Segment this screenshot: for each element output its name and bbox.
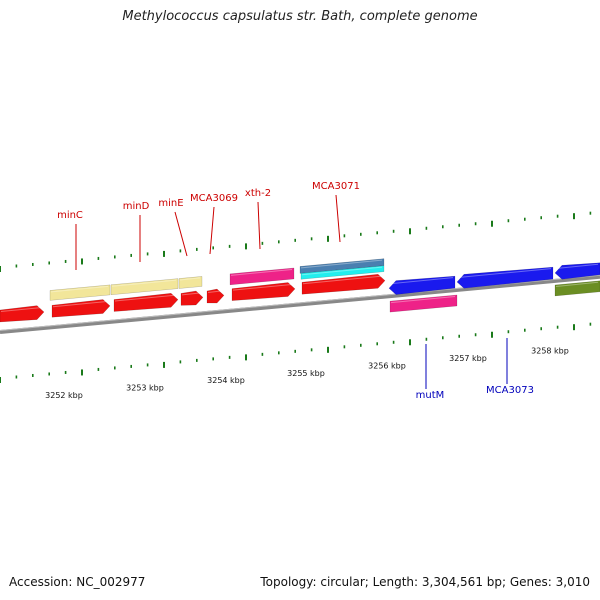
gene-label-mutm: mutM	[416, 390, 445, 401]
cds-reverse-next-shine	[555, 263, 599, 269]
gene-label-minD: minD	[123, 201, 150, 212]
map-title: Methylococcus capsulatus str. Bath, comp…	[122, 9, 478, 24]
scale-label: 3252 kbp	[45, 391, 83, 400]
cds-forward-mind	[113, 293, 179, 312]
feature-olive	[554, 280, 600, 297]
cds-forward-0	[0, 305, 45, 323]
accession-text: Accession: NC_002977	[9, 575, 146, 589]
gene-bar-mind-shine	[111, 279, 177, 287]
cds-reverse-mutm	[388, 275, 456, 295]
cds-forward-xth2-shine	[232, 283, 294, 291]
feature-olive-shine	[555, 281, 599, 287]
cds-forward-0-shine	[0, 306, 43, 312]
feature-cyan-mca3071-shine	[301, 266, 383, 276]
leader-mca3071	[335, 194, 341, 243]
cds-forward-xth2	[231, 282, 296, 301]
scale-label: 3258 kbp	[531, 346, 569, 355]
cds-forward-minc-shine	[52, 300, 109, 308]
feature-pink-mutm	[389, 294, 458, 313]
cds-reverse-mutm-shine	[389, 277, 454, 285]
labels: minC minD minE MCA3069 xth-2 MCA3071 mutM MCA30…	[45, 181, 569, 401]
gene-label-mca3069: MCA3069	[190, 193, 238, 204]
feature-pink-xth2-shine	[230, 268, 293, 276]
backbone-line	[0, 274, 600, 334]
scale-label: 3253 kbp	[126, 384, 164, 393]
gene-bar-minc-shine	[50, 285, 109, 293]
cds-forward-mca3071	[301, 273, 386, 295]
gene-label-xth2: xth-2	[245, 188, 271, 199]
leader-minE	[174, 211, 188, 257]
gene-bar-minc	[49, 284, 111, 301]
feature-pink-mutm-shine	[390, 295, 456, 304]
gene-bar-mind	[110, 278, 179, 296]
cds-forward-mind-shine	[114, 294, 177, 302]
cds-forward-mine	[180, 290, 204, 306]
leader-xth2	[257, 201, 261, 250]
tick-marks	[0, 211, 592, 383]
cds-reverse-mca3073-shine	[457, 268, 552, 278]
feature-blue-mca3071-shine	[300, 259, 383, 269]
scale-label: 3256 kbp	[368, 361, 406, 370]
scale-label: 3255 kbp	[287, 369, 325, 378]
gene-bar-mine	[178, 276, 203, 289]
gene-label-minE: minE	[158, 198, 183, 209]
feature-cyan-mca3071	[300, 265, 385, 280]
cds-forward-minc	[51, 299, 111, 318]
features	[0, 258, 600, 323]
gene-bar-mine-shine	[179, 277, 201, 281]
gene-label-minC: minC	[57, 210, 83, 221]
scale-label: 3257 kbp	[449, 354, 487, 363]
cds-forward-mca3069	[206, 288, 225, 304]
topology-text: Topology: circular; Length: 3,304,561 bp…	[260, 575, 590, 589]
cds-reverse-next	[554, 262, 600, 280]
cds-forward-mca3069-shine	[207, 290, 223, 293]
scale-label: 3254 kbp	[207, 376, 245, 385]
cds-reverse-mca3073	[456, 266, 554, 289]
label-leaders	[75, 194, 508, 389]
cds-forward-mine-shine	[181, 292, 202, 296]
gene-label-mca3071: MCA3071	[312, 181, 360, 192]
leader-mca3069	[209, 206, 215, 255]
cds-forward-mca3071-shine	[302, 275, 384, 285]
feature-pink-xth2	[229, 267, 295, 286]
gene-label-mca3073: MCA3073	[486, 385, 534, 396]
